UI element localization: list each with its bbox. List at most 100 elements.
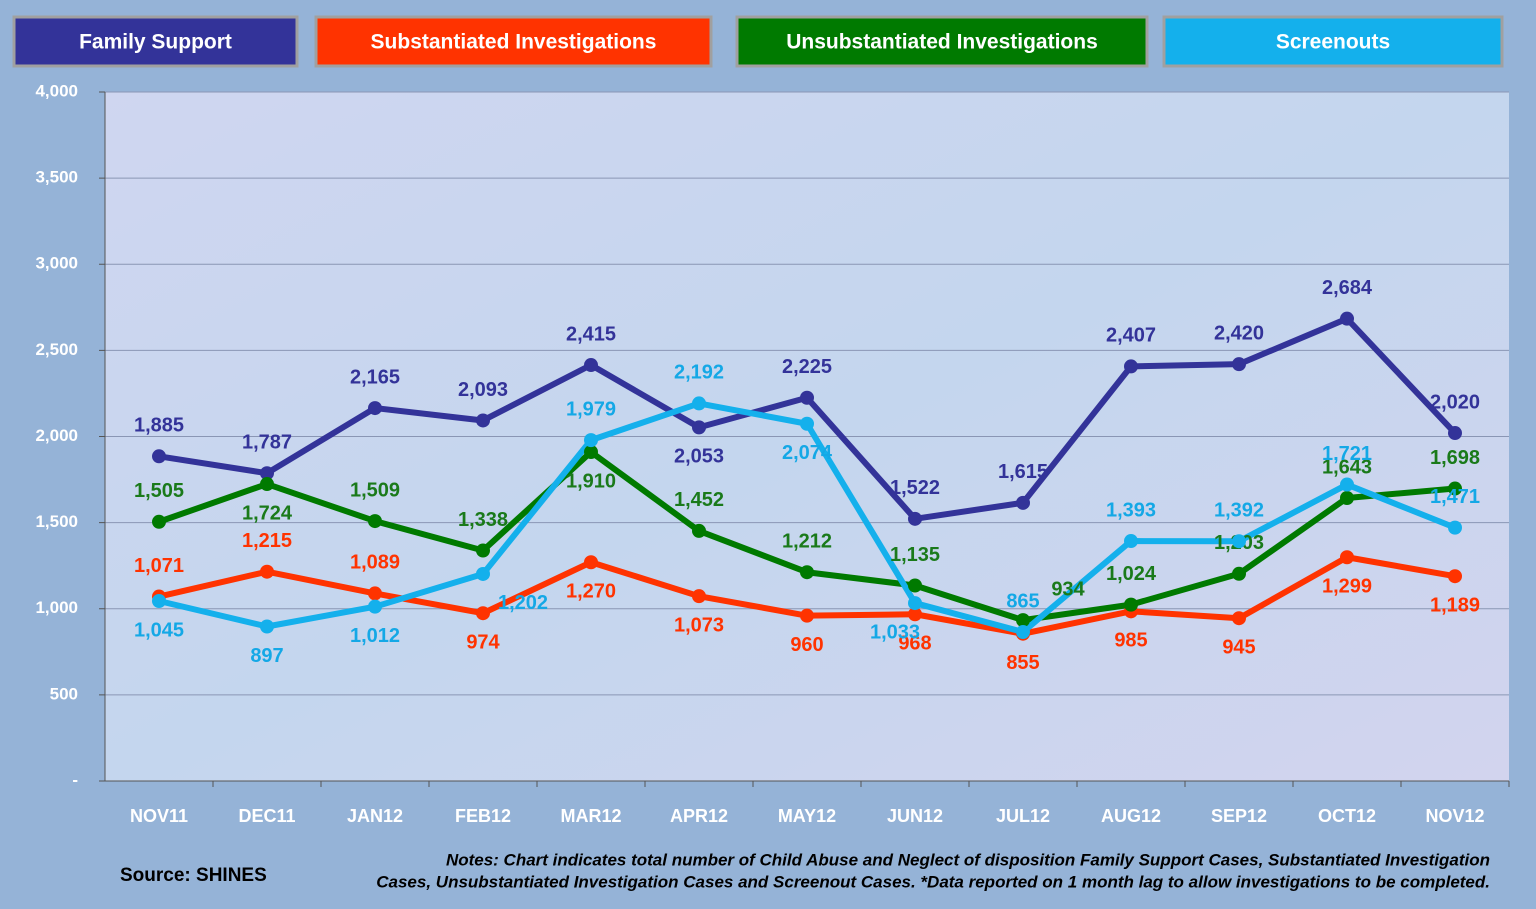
data-label: 1,505 [134, 480, 184, 502]
data-label: 1,012 [350, 625, 400, 647]
x-tick-label: JUN12 [887, 806, 943, 826]
x-tick-label: SEP12 [1211, 806, 1267, 826]
data-label: 1,033 [870, 621, 920, 643]
legend-box [1162, 15, 1504, 68]
point [908, 578, 922, 593]
y-tick-label: 2,000 [35, 426, 78, 445]
point [1448, 520, 1462, 535]
x-tick-label: NOV12 [1425, 806, 1484, 826]
point [692, 396, 706, 411]
point [152, 593, 166, 608]
data-label: 974 [466, 632, 500, 654]
data-label: 1,338 [458, 509, 508, 531]
point [1340, 311, 1354, 326]
notes: Cases, Unsubstantiated Investigation Cas… [376, 872, 1490, 891]
point [1448, 481, 1462, 496]
point [584, 445, 598, 460]
data-label: 985 [1114, 630, 1147, 652]
point [1124, 597, 1138, 612]
y-tick-label: 1,000 [35, 598, 78, 617]
point [800, 390, 814, 405]
data-label: 1,071 [134, 555, 184, 577]
data-label: 960 [790, 634, 823, 656]
point [1232, 534, 1246, 549]
data-label: 2,420 [1214, 322, 1264, 344]
data-label: 1,452 [674, 489, 724, 511]
data-label: 968 [898, 633, 931, 655]
point [1448, 569, 1462, 584]
data-label: 1,045 [134, 619, 184, 641]
legend-label: Screenouts [1276, 31, 1390, 54]
point [584, 433, 598, 448]
source: Source: SHINES [120, 865, 267, 886]
point [1124, 534, 1138, 549]
data-label: 1,393 [1106, 499, 1156, 521]
point [908, 511, 922, 526]
y-tick-label: - [72, 770, 78, 789]
data-label: 897 [250, 645, 283, 667]
point [1016, 613, 1030, 628]
point [368, 586, 382, 601]
data-label: 2,415 [566, 323, 616, 345]
x-tick-label: AUG12 [1101, 806, 1161, 826]
data-label: 1,721 [1322, 443, 1372, 465]
point [1340, 550, 1354, 565]
data-label: 1,212 [782, 531, 832, 553]
data-label: 1,024 [1106, 563, 1157, 585]
notes: Notes: Chart indicates total number of C… [446, 850, 1490, 869]
point [476, 543, 490, 558]
point [260, 477, 274, 492]
point [260, 564, 274, 579]
data-label: 2,093 [458, 379, 508, 401]
point [1232, 611, 1246, 626]
point [800, 565, 814, 580]
legend-label: Unsubstantiated Investigations [786, 31, 1098, 54]
point [692, 589, 706, 604]
x-tick-label: DEC11 [238, 806, 295, 826]
data-label: 2,020 [1430, 391, 1480, 413]
point [800, 416, 814, 431]
data-label: 855 [1006, 652, 1039, 674]
data-label: 2,684 [1322, 277, 1373, 299]
x-tick-label: APR12 [670, 806, 728, 826]
point [152, 514, 166, 529]
point [476, 606, 490, 621]
point [692, 420, 706, 435]
data-label: 2,165 [350, 366, 400, 388]
data-label: 1,471 [1430, 486, 1480, 508]
data-label: 1,135 [890, 544, 940, 566]
y-tick-label: 2,500 [35, 340, 78, 359]
data-label: 2,053 [674, 446, 724, 468]
data-label: 1,787 [242, 431, 292, 453]
point [1232, 566, 1246, 581]
data-label: 2,074 [782, 442, 833, 464]
data-label: 1,979 [566, 398, 616, 420]
point [908, 596, 922, 611]
data-label: 1,522 [890, 477, 940, 499]
point [908, 607, 922, 622]
x-tick-label: JUL12 [996, 806, 1050, 826]
data-label: 1,910 [566, 470, 616, 492]
y-tick-label: 500 [50, 684, 78, 703]
y-tick-label: 3,000 [35, 254, 78, 273]
point [800, 608, 814, 623]
data-label: 2,225 [782, 356, 832, 378]
data-label: 1,073 [674, 614, 724, 636]
data-label: 1,299 [1322, 576, 1372, 598]
point [260, 466, 274, 481]
point [476, 566, 490, 581]
legend-box [735, 15, 1149, 68]
point [1232, 357, 1246, 372]
data-label: 865 [1006, 590, 1039, 612]
y-tick-label: 4,000 [35, 81, 78, 100]
data-label: 1,698 [1430, 447, 1480, 469]
point [1016, 625, 1030, 640]
x-tick-label: NOV11 [130, 806, 188, 826]
legend-label: Substantiated Investigations [371, 31, 657, 54]
point [1340, 477, 1354, 492]
x-tick-label: FEB12 [455, 806, 511, 826]
point [368, 401, 382, 416]
point [692, 523, 706, 538]
y-tick-label: 1,500 [35, 512, 78, 531]
